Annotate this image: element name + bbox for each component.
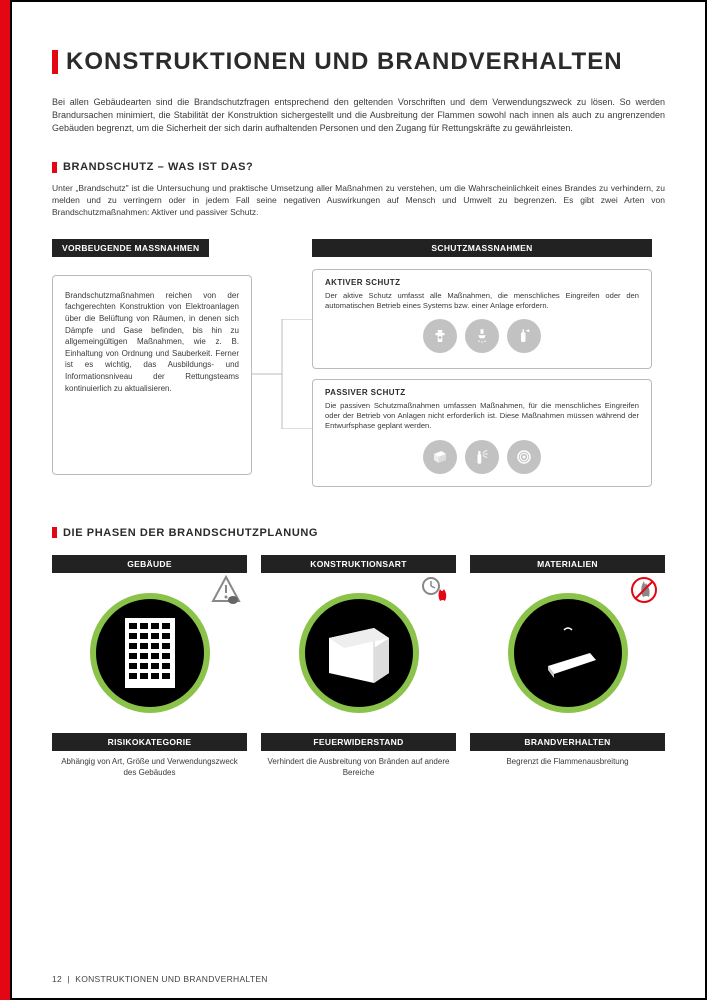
phase-body bbox=[52, 573, 247, 733]
red-spine bbox=[0, 0, 10, 1000]
phases-row: GEBÄUDE bbox=[52, 555, 665, 779]
phase-bot-label: FEUERWIDERSTAND bbox=[261, 733, 456, 751]
phase-ring bbox=[508, 593, 628, 713]
phase-materials: MATERIALIEN BRANDVERHALTEN Begrenzt die … bbox=[470, 555, 665, 779]
phase-building: GEBÄUDE bbox=[52, 555, 247, 779]
section1-title: BRANDSCHUTZ – WAS IST DAS? bbox=[63, 161, 253, 173]
section1-body: Unter „Brandschutz" ist die Untersuchung… bbox=[52, 183, 665, 219]
phase-bot-label: RISIKOKATEGORIE bbox=[52, 733, 247, 751]
spray-icon bbox=[465, 440, 499, 474]
phase-ring bbox=[90, 593, 210, 713]
phase-desc: Begrenzt die Flammenausbreitung bbox=[502, 757, 632, 768]
section-accent bbox=[52, 527, 57, 538]
section-accent bbox=[52, 162, 57, 173]
title-accent bbox=[52, 50, 58, 74]
tag-preventive: VORBEUGENDE MASSNAHMEN bbox=[52, 239, 209, 257]
coil-icon bbox=[507, 440, 541, 474]
phase-body bbox=[261, 573, 456, 733]
passive-icons bbox=[325, 440, 639, 474]
page-number: 12 bbox=[52, 974, 62, 984]
preventive-box: Brandschutzmaßnahmen reichen von der fac… bbox=[52, 275, 252, 475]
sprinkler-icon bbox=[465, 319, 499, 353]
title-row: KONSTRUKTIONEN UND BRANDVERHALTEN bbox=[52, 48, 665, 76]
no-flame-icon bbox=[629, 575, 659, 605]
preventive-text: Brandschutzmaßnahmen reichen von der fac… bbox=[65, 291, 239, 393]
intro-paragraph: Bei allen Gebäudearten sind die Brandsch… bbox=[52, 96, 665, 135]
phase-top-label: MATERIALIEN bbox=[470, 555, 665, 573]
phase-top-label: KONSTRUKTIONSART bbox=[261, 555, 456, 573]
protection-diagram: VORBEUGENDE MASSNAHMEN SCHUTZMASSNAHMEN … bbox=[52, 239, 665, 499]
section2-header: DIE PHASEN DER BRANDSCHUTZPLANUNG bbox=[52, 527, 665, 539]
passive-text: Die passiven Schutzmaßnahmen umfassen Ma… bbox=[325, 401, 639, 432]
hydrant-icon bbox=[423, 319, 457, 353]
page-title: KONSTRUKTIONEN UND BRANDVERHALTEN bbox=[66, 48, 623, 76]
connector-lines bbox=[252, 319, 312, 429]
tag-protective: SCHUTZMASSNAHMEN bbox=[312, 239, 652, 257]
active-box: AKTIVER SCHUTZ Der aktive Schutz umfasst… bbox=[312, 269, 652, 369]
page-content: KONSTRUKTIONEN UND BRANDVERHALTEN Bei al… bbox=[10, 0, 707, 778]
passive-box: PASSIVER SCHUTZ Die passiven Schutzmaßna… bbox=[312, 379, 652, 487]
extinguisher-icon bbox=[507, 319, 541, 353]
active-icons bbox=[325, 319, 639, 353]
warning-icon bbox=[211, 575, 241, 605]
phase-desc: Verhindert die Ausbreitung von Bränden a… bbox=[261, 757, 456, 779]
page-footer: 12 | KONSTRUKTIONEN UND BRANDVERHALTEN bbox=[52, 974, 268, 984]
active-title: AKTIVER SCHUTZ bbox=[325, 278, 639, 287]
phase-bot-label: BRANDVERHALTEN bbox=[470, 733, 665, 751]
phase-ring bbox=[299, 593, 419, 713]
phase-top-label: GEBÄUDE bbox=[52, 555, 247, 573]
phase-desc: Abhängig von Art, Größe und Verwendungsz… bbox=[52, 757, 247, 779]
passive-title: PASSIVER SCHUTZ bbox=[325, 388, 639, 397]
clock-fire-icon bbox=[420, 575, 450, 605]
footer-label: KONSTRUKTIONEN UND BRANDVERHALTEN bbox=[75, 974, 268, 984]
active-text: Der aktive Schutz umfasst alle Maßnahmen… bbox=[325, 291, 639, 312]
section2-title: DIE PHASEN DER BRANDSCHUTZPLANUNG bbox=[63, 527, 318, 539]
section1-header: BRANDSCHUTZ – WAS IST DAS? bbox=[52, 161, 665, 173]
phase-construction: KONSTRUKTIONSART FEUERWIDERSTAND Verhind… bbox=[261, 555, 456, 779]
phase-body bbox=[470, 573, 665, 733]
panel-icon bbox=[423, 440, 457, 474]
